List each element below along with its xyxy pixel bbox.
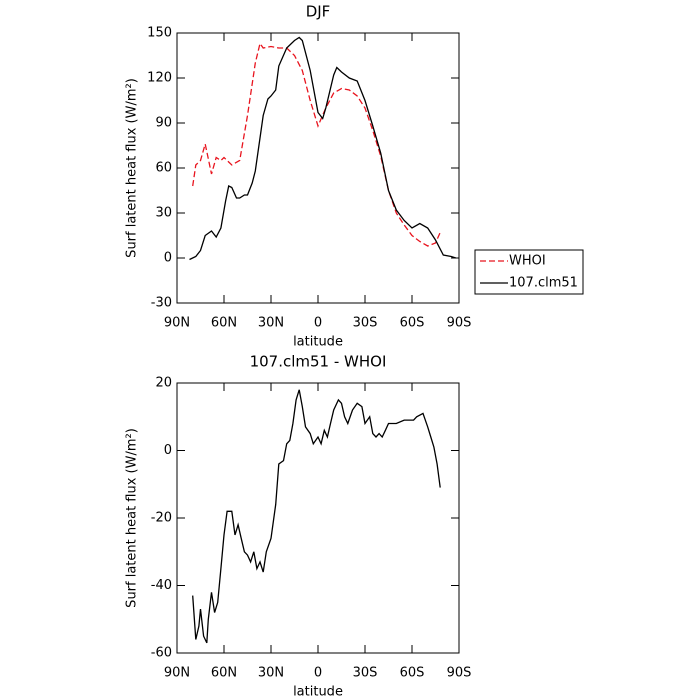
chart-title: 107.clm51 - WHOI bbox=[250, 353, 387, 371]
plot-frame bbox=[176, 382, 460, 654]
x-tick-label: 30N bbox=[258, 316, 284, 331]
y-tick-label: -30 bbox=[151, 296, 172, 311]
legend-label: WHOI bbox=[509, 254, 546, 269]
x-tick-label: 60N bbox=[211, 316, 237, 331]
x-axis-label: latitude bbox=[293, 335, 343, 350]
y-tick-label: -60 bbox=[151, 646, 172, 661]
y-tick-label: 0 bbox=[164, 251, 172, 266]
x-tick-label: 90N bbox=[164, 666, 190, 681]
x-tick-label: 0 bbox=[314, 316, 322, 331]
y-tick-label: 150 bbox=[147, 26, 172, 41]
y-tick-label: 90 bbox=[155, 116, 172, 131]
data-line bbox=[192, 41, 441, 247]
y-tick-label: 20 bbox=[155, 376, 172, 391]
y-tick-label: -20 bbox=[151, 511, 172, 526]
y-tick-label: 120 bbox=[147, 71, 172, 86]
y-tick-label: 0 bbox=[164, 443, 172, 458]
x-tick-label: 30S bbox=[353, 666, 378, 681]
x-tick-label: 90N bbox=[164, 316, 190, 331]
legend-label: 107.clm51 bbox=[509, 276, 578, 291]
y-tick-label: 60 bbox=[155, 161, 172, 176]
x-tick-label: 60N bbox=[211, 666, 237, 681]
x-tick-label: 60S bbox=[400, 316, 425, 331]
chart-title: DJF bbox=[306, 3, 331, 21]
data-line bbox=[189, 36, 457, 261]
data-line bbox=[192, 389, 441, 644]
x-tick-label: 30N bbox=[258, 666, 284, 681]
y-tick-label: 30 bbox=[155, 206, 172, 221]
x-tick-label: 90S bbox=[447, 666, 472, 681]
x-tick-label: 60S bbox=[400, 666, 425, 681]
legend-box bbox=[474, 249, 584, 295]
y-axis-label: Surf latent heat flux (W/m²) bbox=[125, 428, 140, 608]
y-axis-label: Surf latent heat flux (W/m²) bbox=[125, 78, 140, 258]
plot-frame bbox=[176, 32, 460, 304]
y-tick-label: -40 bbox=[151, 578, 172, 593]
x-tick-label: 0 bbox=[314, 666, 322, 681]
x-axis-label: latitude bbox=[293, 685, 343, 700]
panel: 107.clm51 - WHOI latitude Surf latent heat… bbox=[125, 353, 472, 700]
panel: DJF latitude Surf latent heat flux (W/m²) 9… bbox=[125, 3, 584, 350]
x-tick-label: 90S bbox=[447, 316, 472, 331]
x-tick-label: 30S bbox=[353, 316, 378, 331]
